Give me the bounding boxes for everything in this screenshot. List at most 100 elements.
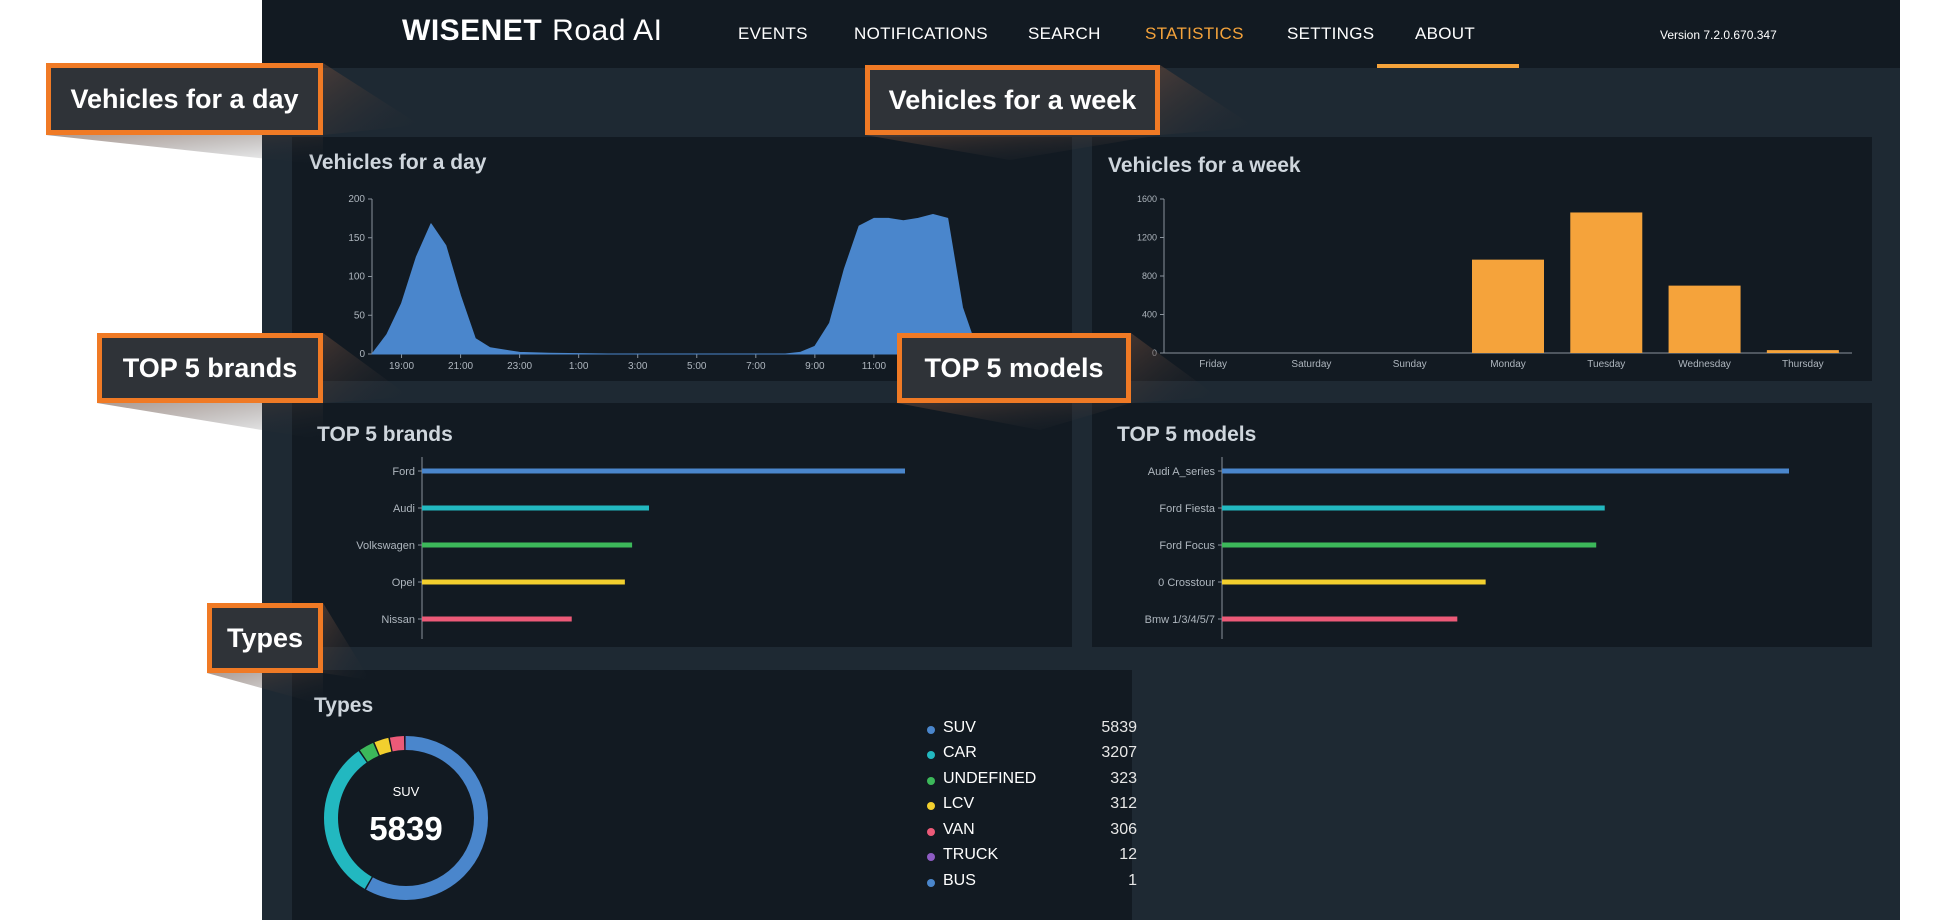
y-tick-label: Ford Focus: [1159, 540, 1215, 552]
bar-monday: [1472, 259, 1544, 353]
legend-item-van: VAN 306: [927, 819, 1137, 843]
x-tick-label: Thursday: [1782, 359, 1824, 370]
panel-title-top5-brands: TOP 5 brands: [317, 423, 453, 446]
y-tick-label: 800: [1142, 271, 1157, 281]
legend-item-suv: SUV 5839: [927, 717, 1137, 741]
nav-search[interactable]: SEARCH: [1028, 24, 1101, 43]
logo-product: Road AI: [552, 14, 663, 47]
x-tick-label: Friday: [1199, 359, 1227, 370]
y-tick-label: 400: [1142, 310, 1157, 320]
legend-dot: [927, 777, 935, 785]
app-window: WISENET Road AI EVENTS NOTIFICATIONS SEAR…: [262, 0, 1900, 920]
legend-dot: [927, 802, 935, 810]
nav-notifications[interactable]: NOTIFICATIONS: [854, 24, 988, 43]
callout-shadow-types-pointer: [323, 603, 370, 680]
y-tick-label: Audi: [393, 503, 415, 515]
callout-top5-brands: TOP 5 brands: [97, 333, 323, 403]
callout-shadow-day-base: [46, 135, 323, 165]
y-tick-label: Ford Fiesta: [1159, 503, 1216, 515]
donut-slice-car: [324, 736, 488, 900]
bar-0-crosstour: [1222, 579, 1486, 585]
panel-top5-models: TOP 5 models Audi A_series Ford Fiesta For…: [1092, 403, 1872, 647]
chart-types-donut: SUV 5839: [324, 736, 488, 900]
y-tick-label: 1600: [1137, 194, 1157, 204]
legend-value: 312: [1110, 795, 1137, 812]
x-tick-label: 3:00: [628, 361, 648, 372]
x-tick-label: 19:00: [389, 361, 414, 372]
legend-dot: [927, 751, 935, 759]
nav-statistics[interactable]: STATISTICS: [1145, 24, 1244, 43]
bar-bmw-1-3-4-5-7: [1222, 616, 1458, 622]
chart-top5-models: Audi A_series Ford Fiesta Ford Focus 0 Cros…: [1145, 457, 1789, 639]
x-tick-label: Tuesday: [1587, 359, 1625, 370]
legend-value: 5839: [1101, 719, 1137, 736]
x-tick-label: Saturday: [1291, 359, 1331, 370]
bar-volkswagen: [422, 542, 633, 548]
callout-vehicles-day: Vehicles for a day: [46, 63, 323, 135]
panel-title-vehicles-week: Vehicles for a week: [1108, 154, 1301, 177]
legend-label: BUS: [943, 872, 976, 889]
x-tick-label: 23:00: [507, 361, 532, 372]
x-tick-label: 7:00: [746, 361, 766, 372]
legend-label: SUV: [943, 719, 976, 736]
donut-center-label: SUV: [393, 784, 420, 799]
legend-value: 306: [1110, 821, 1137, 838]
x-tick-label: Sunday: [1393, 359, 1427, 370]
nav-about[interactable]: ABOUT: [1415, 24, 1476, 43]
callout-shadow-types-base: [207, 673, 323, 705]
legend-item-car: CAR 3207: [927, 742, 1137, 766]
legend-item-lcv: LCV 312: [927, 793, 1137, 817]
x-tick-label: Monday: [1490, 359, 1526, 370]
y-tick-label: Bmw 1/3/4/5/7: [1145, 614, 1215, 626]
bar-ford: [422, 468, 905, 474]
bar-audi-a-series: [1222, 468, 1789, 474]
nav-settings[interactable]: SETTINGS: [1287, 24, 1375, 43]
callout-shadow-week-base: [865, 135, 1160, 160]
legend-dot: [927, 726, 935, 734]
y-tick-label: Audi A_series: [1148, 466, 1216, 478]
callout-shadow-models-pointer: [1131, 333, 1218, 403]
y-tick-label: 1200: [1137, 233, 1157, 243]
logo-brand: WISENET: [402, 14, 543, 47]
legend-label: VAN: [943, 821, 975, 838]
x-tick-label: 9:00: [805, 361, 825, 372]
callout-shadow-brands-base: [97, 403, 323, 440]
y-tick-label: 50: [354, 310, 366, 321]
callout-shadow-brands-pointer: [323, 333, 410, 403]
x-tick-label: 5:00: [687, 361, 707, 372]
legend-label: UNDEFINED: [943, 770, 1037, 787]
callout-top5-models: TOP 5 models: [897, 333, 1131, 403]
callout-shadow-models-base: [897, 403, 1131, 430]
callout-vehicles-week: Vehicles for a week: [865, 65, 1160, 135]
active-tab-indicator: [1377, 64, 1519, 68]
callout-shadow-day-pointer: [323, 63, 420, 135]
legend-dot: [927, 853, 935, 861]
x-tick-label: 21:00: [448, 361, 473, 372]
panel-title-top5-models: TOP 5 models: [1117, 423, 1257, 446]
legend-label: LCV: [943, 795, 975, 812]
legend-item-bus: BUS 1: [927, 870, 1137, 894]
donut-slice-bus: [324, 736, 488, 900]
x-tick-label: Wednesday: [1678, 359, 1731, 370]
top-navigation-bar: WISENET Road AI EVENTS NOTIFICATIONS SEAR…: [262, 0, 1900, 68]
y-tick-label: 0: [359, 349, 365, 360]
callout-shadow-week-pointer: [1160, 65, 1255, 135]
panel-title-vehicles-day: Vehicles for a day: [309, 151, 487, 174]
version-label: Version 7.2.0.670.347: [1660, 28, 1777, 42]
bar-ford-focus: [1222, 542, 1597, 548]
legend-value: 1: [1128, 872, 1137, 889]
nav-events[interactable]: EVENTS: [738, 24, 808, 43]
area-series: [371, 214, 993, 355]
chart-vehicles-week: 040080012001600FridaySaturdaySundayMonda…: [1137, 194, 1852, 370]
x-tick-label: 11:00: [862, 361, 887, 372]
bar-nissan: [422, 616, 572, 622]
legend-dot: [927, 879, 935, 887]
y-tick-label: Volkswagen: [356, 540, 415, 552]
callout-types: Types: [207, 603, 323, 673]
panel-types: Types SUV 5839 SUV 5839 CAR 3207 UNDEFINED 323…: [292, 670, 1137, 920]
wisenet-logo[interactable]: WISENET Road AI: [402, 14, 662, 48]
legend-item-truck: TRUCK 12: [927, 844, 1137, 868]
y-tick-label: 200: [348, 194, 365, 205]
bar-opel: [422, 579, 625, 585]
bar-tuesday: [1570, 212, 1643, 353]
